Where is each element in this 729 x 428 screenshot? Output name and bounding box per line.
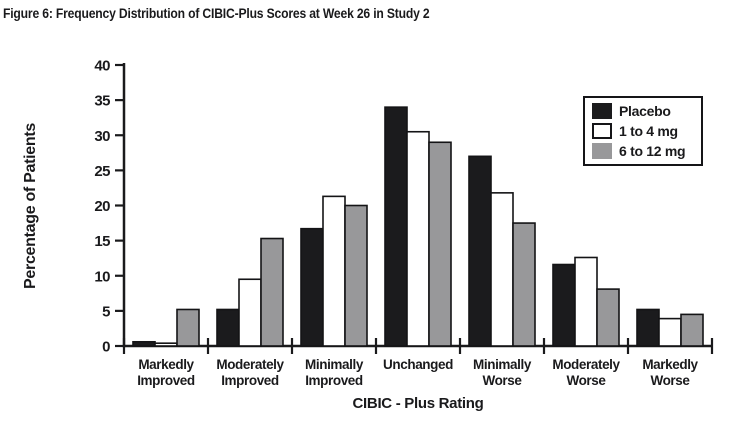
- figure-title: Figure 6: Frequency Distribution of CIBI…: [3, 6, 430, 21]
- bar-placebo-minimally-improved: [300, 227, 324, 347]
- bar-1-to-4-mg-markedly-worse: [658, 317, 682, 347]
- legend-entry-placebo: Placebo: [592, 103, 694, 119]
- y-tick-label: 20: [94, 198, 110, 215]
- x-category-label-markedly-improved: Markedly Improved: [137, 357, 195, 388]
- y-tick-label: 30: [94, 128, 110, 145]
- y-tick-label: 5: [102, 303, 110, 320]
- bar-6-to-12-mg-moderately-worse: [596, 288, 620, 347]
- x-category-label-minimally-improved: Minimally Improved: [305, 357, 364, 388]
- legend: Placebo 1 to 4 mg 6 to 12 mg: [583, 96, 703, 166]
- x-category-label-moderately-worse: Moderately Worse: [552, 357, 620, 388]
- y-tick-label: 15: [94, 233, 110, 250]
- bar-placebo-markedly-worse: [636, 308, 660, 347]
- y-tick-label: 40: [94, 58, 110, 75]
- legend-label-placebo: Placebo: [619, 103, 671, 119]
- x-category-label-minimally-worse: Minimally Worse: [473, 357, 532, 388]
- bar-6-to-12-mg-moderately-improved: [260, 237, 284, 347]
- bar-1-to-4-mg-minimally-worse: [490, 192, 514, 347]
- x-category-label-unchanged: Unchanged: [383, 357, 453, 372]
- bar-1-to-4-mg-unchanged: [406, 130, 430, 347]
- y-tick-label: 10: [94, 268, 110, 285]
- bar-6-to-12-mg-markedly-worse: [680, 313, 704, 347]
- bar-6-to-12-mg-minimally-worse: [512, 222, 536, 347]
- bar-1-to-4-mg-moderately-worse: [574, 256, 598, 347]
- bar-placebo-minimally-worse: [468, 155, 492, 347]
- bar-6-to-12-mg-markedly-improved: [176, 308, 200, 347]
- legend-swatch-placebo: [592, 103, 612, 119]
- bar-6-to-12-mg-minimally-improved: [344, 204, 368, 347]
- bar-1-to-4-mg-moderately-improved: [238, 278, 262, 347]
- y-tick-label: 25: [94, 163, 110, 180]
- bar-placebo-unchanged: [384, 106, 408, 347]
- legend-entry-6-to-12-mg: 6 to 12 mg: [592, 143, 694, 159]
- bar-placebo-moderately-worse: [552, 263, 576, 347]
- legend-swatch-1-to-4-mg: [592, 123, 612, 139]
- y-tick-label: 35: [94, 93, 110, 110]
- bar-placebo-moderately-improved: [216, 308, 240, 347]
- x-category-label-markedly-worse: Markedly Worse: [642, 357, 698, 388]
- bar-6-to-12-mg-unchanged: [428, 141, 452, 347]
- legend-label-6-to-12-mg: 6 to 12 mg: [619, 143, 686, 159]
- bar-1-to-4-mg-markedly-improved: [154, 342, 178, 347]
- x-axis-label: CIBIC - Plus Rating: [352, 395, 484, 412]
- legend-swatch-6-to-12-mg: [592, 143, 612, 159]
- legend-label-1-to-4-mg: 1 to 4 mg: [619, 123, 678, 139]
- legend-entry-1-to-4-mg: 1 to 4 mg: [592, 123, 694, 139]
- x-category-label-moderately-improved: Moderately Improved: [216, 357, 284, 388]
- bar-1-to-4-mg-minimally-improved: [322, 195, 346, 347]
- bar-placebo-markedly-improved: [132, 340, 156, 347]
- y-tick-label: 0: [102, 339, 110, 356]
